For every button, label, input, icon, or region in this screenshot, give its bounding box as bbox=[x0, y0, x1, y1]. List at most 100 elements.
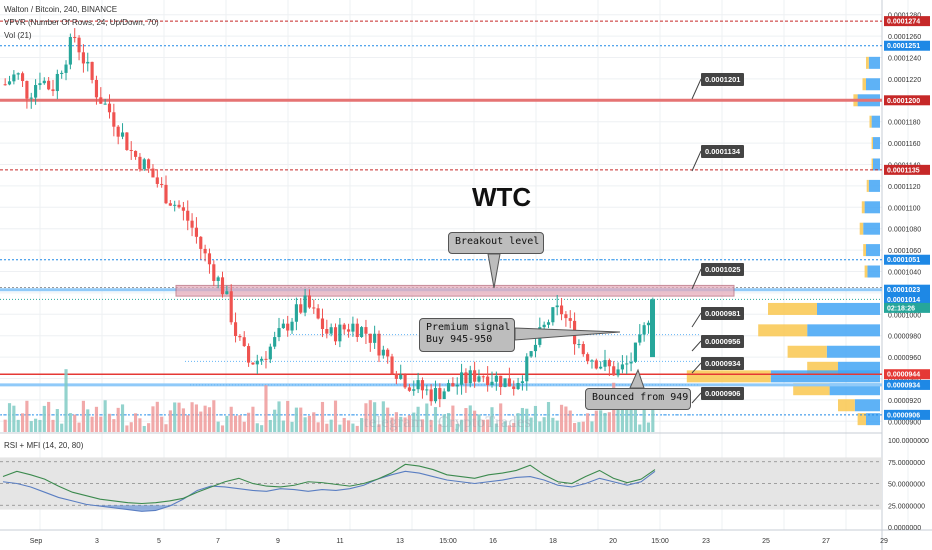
candle-body bbox=[529, 351, 533, 357]
volume-bar bbox=[360, 418, 364, 432]
rsi-tick-label: 75.0000000 bbox=[888, 460, 925, 467]
vp-up-bar bbox=[861, 201, 865, 214]
x-tick-label: Sep bbox=[30, 538, 43, 545]
price-tick-label: 0.0001180 bbox=[888, 120, 921, 127]
candle-body bbox=[51, 89, 55, 92]
volume-bar bbox=[255, 423, 259, 432]
volume-bar bbox=[103, 400, 107, 432]
price-tag-label: 0.0000934 bbox=[887, 382, 920, 389]
volume-bar bbox=[599, 410, 603, 432]
volume-bar bbox=[551, 417, 555, 432]
volume-bar bbox=[34, 418, 38, 432]
candle-body bbox=[247, 346, 251, 363]
vp-up-bar bbox=[869, 115, 872, 128]
candle-body bbox=[112, 112, 116, 127]
candle-body bbox=[533, 344, 538, 352]
candle-body bbox=[120, 132, 125, 137]
breakout-callout: Breakout level bbox=[448, 232, 544, 254]
candle-body bbox=[616, 369, 620, 376]
volume-bar bbox=[207, 407, 212, 432]
candle-body bbox=[420, 380, 425, 391]
candle-body bbox=[355, 323, 359, 337]
volume-bar bbox=[446, 413, 451, 432]
candle-body bbox=[203, 248, 207, 254]
price-tag-label: 0.0001051 bbox=[887, 257, 920, 264]
x-tick-label: 27 bbox=[822, 538, 830, 545]
candle-body bbox=[316, 308, 320, 319]
candle-body bbox=[134, 150, 138, 157]
candle-body bbox=[20, 73, 25, 82]
candle-body bbox=[438, 388, 442, 400]
price-tick-label: 0.0000960 bbox=[888, 355, 921, 362]
volume-bar bbox=[577, 422, 581, 432]
volume-bar bbox=[264, 385, 268, 432]
candle-body bbox=[216, 277, 220, 281]
candle-body bbox=[516, 382, 520, 390]
x-tick-label: 16 bbox=[489, 538, 497, 545]
price-tag bbox=[884, 16, 930, 27]
candle-body bbox=[433, 388, 438, 402]
candle-body bbox=[286, 323, 290, 331]
volume-bar bbox=[303, 417, 307, 432]
candle-body bbox=[12, 74, 16, 82]
volume-bar bbox=[468, 405, 472, 432]
candle-body bbox=[303, 295, 307, 313]
rsi-legend: RSI + MFI (14, 20, 80) bbox=[4, 441, 84, 450]
volume-bar bbox=[442, 414, 446, 432]
volume-bar bbox=[190, 402, 194, 432]
volume-bar bbox=[268, 419, 272, 432]
candle-body bbox=[499, 375, 503, 388]
rsi-tick-label: 50.0000000 bbox=[888, 482, 925, 489]
volume-bar bbox=[20, 413, 25, 432]
candle-body bbox=[320, 318, 325, 330]
price-tag-label: 0.0000944 bbox=[887, 372, 920, 379]
volume-bar bbox=[225, 415, 229, 432]
volume-bar bbox=[73, 414, 77, 432]
rsi-tick-label: 100.0000000 bbox=[888, 438, 929, 445]
vp-up-bar bbox=[871, 137, 873, 150]
volume-bar bbox=[212, 400, 216, 432]
label-leader bbox=[691, 150, 702, 172]
volume-bar bbox=[320, 401, 325, 432]
volume-bar bbox=[203, 405, 207, 432]
volume-bar bbox=[99, 416, 103, 432]
volume-bar bbox=[86, 409, 90, 432]
label-leader bbox=[691, 312, 702, 328]
candle-body bbox=[168, 203, 172, 206]
volume-bar bbox=[481, 419, 485, 432]
candle-body bbox=[55, 73, 59, 92]
volume-bar bbox=[494, 423, 498, 432]
candle-body bbox=[507, 378, 511, 387]
candle-body bbox=[403, 374, 407, 388]
price-tag bbox=[884, 379, 930, 390]
candle-body bbox=[460, 372, 464, 385]
price-tag-label: 0.0001200 bbox=[887, 98, 920, 105]
volume-bar bbox=[29, 421, 33, 432]
candle-body bbox=[429, 389, 433, 402]
candle-body bbox=[268, 346, 272, 360]
volume-bar bbox=[416, 406, 420, 432]
volume-bar bbox=[477, 414, 481, 432]
last-candle bbox=[650, 299, 655, 358]
candle-body bbox=[16, 73, 20, 75]
volume-bar bbox=[538, 421, 542, 432]
price-tag-label: 0.0001023 bbox=[887, 287, 920, 294]
volume-bars bbox=[3, 369, 655, 432]
candle-body bbox=[277, 328, 281, 338]
candle-body bbox=[512, 386, 516, 390]
volume-bar bbox=[238, 415, 242, 432]
vp-up-bar bbox=[857, 413, 866, 426]
candle-body bbox=[129, 149, 133, 151]
candle-body bbox=[212, 264, 216, 281]
volume-bar bbox=[134, 413, 138, 432]
price-tick-label: 0.0001060 bbox=[888, 248, 921, 255]
volume-bar bbox=[555, 420, 559, 432]
candle-body bbox=[399, 374, 403, 379]
candle-body bbox=[342, 324, 346, 330]
candle-body bbox=[186, 210, 190, 221]
volume-bar bbox=[625, 407, 629, 432]
vp-down-bar bbox=[866, 413, 880, 426]
candle-body bbox=[60, 72, 64, 74]
x-tick-label: 9 bbox=[276, 538, 280, 545]
